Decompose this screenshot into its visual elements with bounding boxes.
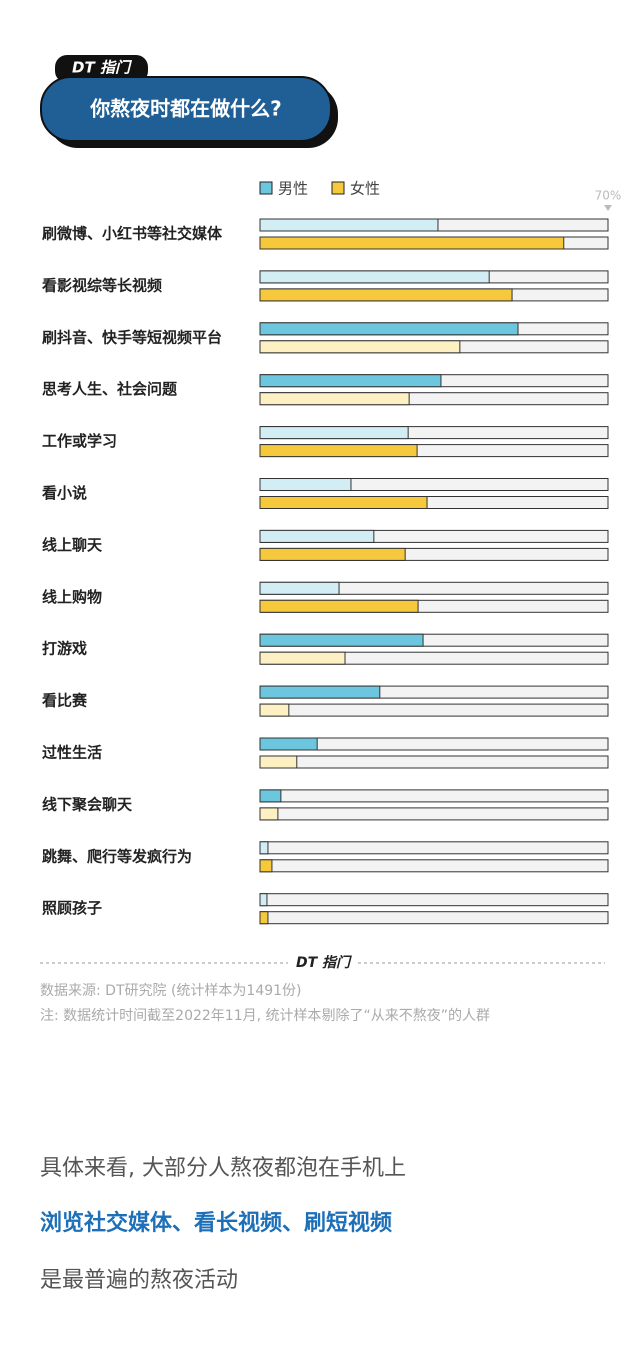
bar: [259, 322, 519, 336]
y-tick-label: 刷微博、小红书等社交媒体: [42, 225, 223, 243]
bar: [259, 789, 282, 803]
footer-brand-bg: [288, 953, 358, 973]
bar: [259, 444, 418, 458]
bar: [259, 496, 428, 509]
y-tick-label: 线下聚会聊天: [42, 795, 133, 813]
bar-track: [259, 859, 609, 873]
bar: [259, 236, 565, 250]
y-tick-label: 思考人生、社会问题: [42, 380, 178, 398]
bar-track: [259, 807, 609, 821]
y-tick-label: 线上购物: [42, 588, 102, 606]
y-tick-label: 过性生活: [42, 744, 102, 762]
bar: [259, 426, 409, 440]
y-tick-label: 线上聊天: [42, 536, 103, 554]
bar-track: [259, 893, 609, 907]
bar: [259, 581, 340, 595]
bar: [259, 288, 513, 302]
y-tick-label: 工作或学习: [42, 432, 117, 450]
bar: [259, 737, 318, 751]
legend-swatch: [259, 181, 273, 195]
legend-swatch: [331, 181, 345, 195]
bar-track: [259, 703, 609, 717]
bar-track: [259, 789, 609, 803]
bar: [259, 270, 490, 284]
chart: DT 指门 你熬夜时都在做什么? DT 指门 70% 男性 女性刷微博、小红书等社交…: [40, 55, 622, 973]
bar: [259, 218, 439, 232]
bar-track: [259, 755, 609, 769]
source: 数据来源: DT研究院 (统计样本为1491份): [40, 983, 302, 999]
bar: [259, 633, 424, 647]
bar: [259, 478, 352, 491]
bar: [259, 392, 410, 406]
bar: [259, 340, 461, 354]
body-text: 具体来看, 大部分人熬夜都泡在手机上: [40, 1156, 406, 1181]
x-tick-label: 70%: [595, 189, 622, 203]
bar: [259, 547, 406, 561]
y-tick-label: 跳舞、爬行等发疯行为: [42, 847, 192, 865]
chart-title: 你熬夜时都在做什么?: [89, 97, 282, 121]
bar: [259, 703, 290, 717]
footer-brand: DT 指门: [296, 954, 352, 971]
bar: [259, 841, 269, 855]
bar: [259, 911, 269, 925]
bar: [259, 685, 381, 699]
bar-track: [259, 841, 609, 855]
bar: [259, 651, 346, 665]
x-tick-mark: [604, 205, 612, 211]
y-tick-label: 刷抖音、快手等短视频平台: [42, 328, 222, 346]
bar: [259, 859, 273, 873]
title-box: [40, 76, 332, 142]
bar: [259, 529, 375, 543]
bar: [259, 807, 279, 821]
y-tick-label: 打游戏: [42, 640, 87, 658]
y-tick-label: 看小说: [42, 484, 87, 502]
y-tick-label: 看影视综等长视频: [42, 276, 162, 294]
legend-label: 男性: [278, 180, 308, 198]
bar: [259, 893, 268, 907]
bar: [259, 599, 419, 613]
note: 注: 数据统计时间截至2022年11月, 统计样本剔除了“从来不熬夜”的人群: [40, 1008, 491, 1024]
bar-track: [259, 911, 609, 925]
bar: [259, 374, 442, 388]
body-highlight: 浏览社交媒体、看长视频、刷短视频: [40, 1211, 393, 1236]
legend-label: 女性: [350, 180, 380, 198]
y-tick-label: 看比赛: [42, 692, 88, 710]
brand: DT 指门: [72, 59, 133, 77]
body-text: 是最普遍的熬夜活动: [40, 1268, 239, 1293]
bar: [259, 755, 298, 769]
y-tick-label: 照顾孩子: [42, 899, 102, 917]
